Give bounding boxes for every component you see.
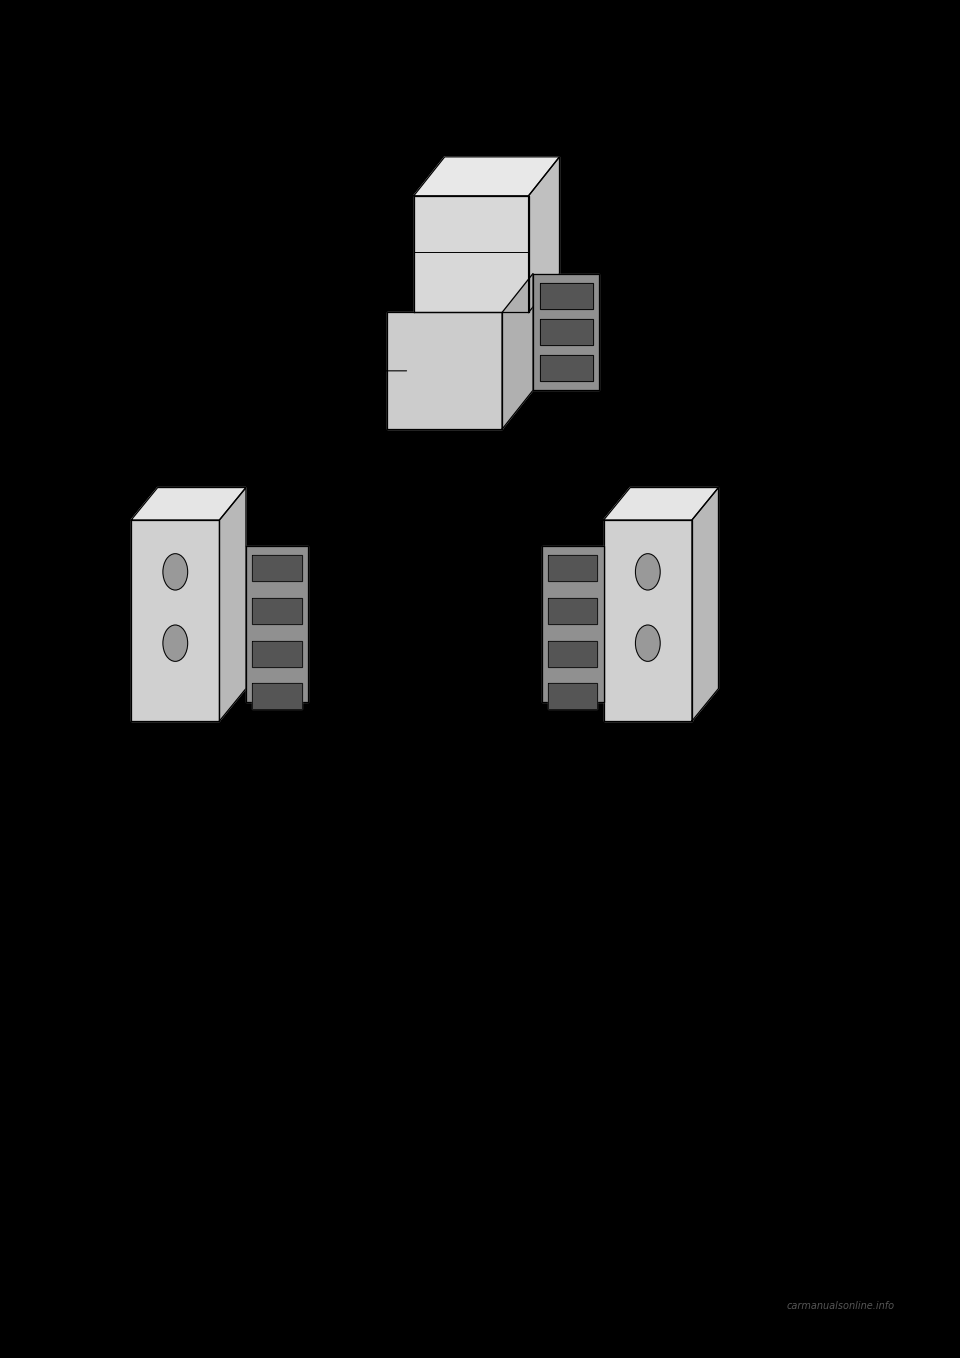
Text: Connector block 2: Connector block 2: [140, 490, 281, 504]
Text: C-121: C-121: [432, 561, 467, 574]
Text: C-119: C-119: [383, 646, 418, 660]
Text: C-117: C-117: [383, 561, 418, 574]
Text: C-122 (4-L): C-122 (4-L): [502, 1017, 573, 1027]
Text: Dash wiring harness and front wiring
harness (LH) combination: Dash wiring harness and front wiring har…: [193, 942, 403, 964]
Polygon shape: [604, 520, 692, 721]
Polygon shape: [220, 488, 246, 721]
Text: Dash wiring harness and front wiring
harness (LH) combination: Dash wiring harness and front wiring har…: [193, 869, 403, 891]
Text: C-124: C-124: [432, 690, 467, 703]
Polygon shape: [540, 319, 593, 345]
Text: Dash wiring harness and front door wiring
harness (RH) combination: Dash wiring harness and front door wirin…: [626, 1165, 866, 1186]
Polygon shape: [252, 598, 301, 623]
Text: Dash wiring harness and floor wiring
harness (RH) combination: Dash wiring harness and floor wiring har…: [626, 1090, 835, 1112]
Text: C-121 (22-L): C-121 (22-L): [502, 942, 581, 953]
Text: C-117 (22-L): C-117 (22-L): [74, 1090, 153, 1100]
Text: Dash wiring harness and floor wiring
harness (RH) combination: Dash wiring harness and floor wiring har…: [626, 1017, 835, 1039]
Polygon shape: [252, 555, 301, 581]
Polygon shape: [246, 546, 308, 702]
Text: Connector block 1: Connector block 1: [409, 182, 551, 197]
Text: 2-25: 2-25: [841, 64, 886, 81]
Text: C-115: C-115: [601, 235, 674, 293]
Text: C-118: C-118: [383, 604, 418, 618]
Text: C-116: C-116: [602, 345, 674, 368]
Circle shape: [636, 625, 660, 661]
Polygon shape: [132, 488, 246, 520]
Polygon shape: [132, 520, 220, 721]
Text: Dash wiring harness and front door wiring
harness (LH) combination: Dash wiring harness and front door wirin…: [626, 869, 866, 891]
Text: Dash wiring harness and floor wiring
harness (RH) combination: Dash wiring harness and floor wiring har…: [626, 942, 835, 964]
Text: Dash wiring harness and front wiring
harness (LH) combination: Dash wiring harness and front wiring har…: [193, 794, 403, 816]
Text: C-120: C-120: [383, 690, 418, 703]
Text: Dash wiring harness and floor wiring
harness (LH) combination: Dash wiring harness and floor wiring har…: [193, 1090, 402, 1112]
Text: 3610059: 3610059: [457, 452, 503, 463]
Text: C-123: C-123: [432, 646, 467, 660]
Text: C-113 (2-B): C-113 (2-B): [74, 794, 147, 805]
Text: 00006125: 00006125: [780, 751, 833, 760]
Polygon shape: [604, 488, 718, 520]
Polygon shape: [502, 273, 533, 429]
Text: carmanualsonline.info: carmanualsonline.info: [787, 1301, 895, 1310]
Circle shape: [163, 554, 187, 589]
Text: C-119 (22-GR): C-119 (22-GR): [502, 794, 592, 805]
Text: C-124 (32-B): C-124 (32-B): [502, 1165, 583, 1175]
Text: 3610017: 3610017: [673, 727, 719, 736]
Polygon shape: [387, 312, 502, 429]
Text: Dash wiring harness and floor wiring
harness (LH) combination: Dash wiring harness and floor wiring har…: [626, 794, 835, 816]
Polygon shape: [548, 683, 597, 709]
Polygon shape: [548, 598, 597, 623]
Polygon shape: [692, 488, 718, 721]
Polygon shape: [414, 156, 560, 196]
Polygon shape: [414, 196, 529, 312]
Text: C-123 (22-L): C-123 (22-L): [502, 1090, 582, 1100]
Text: 3610016: 3610016: [214, 727, 260, 736]
Text: Dash wiring harness and front wiring
harness (LH) combination: Dash wiring harness and front wiring har…: [193, 1017, 403, 1039]
Text: Connector block 3: Connector block 3: [604, 490, 745, 504]
Polygon shape: [529, 156, 560, 312]
Text: C-114 (8): C-114 (8): [74, 869, 133, 879]
Text: C-114: C-114: [273, 364, 407, 378]
Polygon shape: [533, 273, 599, 390]
Text: C-115 (10): C-115 (10): [74, 942, 141, 953]
Text: C-122: C-122: [432, 604, 467, 618]
Polygon shape: [252, 683, 301, 709]
Polygon shape: [548, 641, 597, 667]
Text: C-116 (22): C-116 (22): [74, 1017, 141, 1027]
Text: C-120 (32-B): C-120 (32-B): [502, 869, 583, 879]
Text: WIRING HARNESS CONFIGURATION DIAGRAMS: WIRING HARNESS CONFIGURATION DIAGRAMS: [220, 64, 652, 81]
Polygon shape: [541, 546, 604, 702]
Polygon shape: [540, 356, 593, 382]
Polygon shape: [252, 641, 301, 667]
Circle shape: [163, 625, 187, 661]
Circle shape: [636, 554, 660, 589]
Polygon shape: [548, 555, 597, 581]
Polygon shape: [540, 282, 593, 308]
Text: C-113: C-113: [281, 221, 411, 235]
Text: Dash wiring harness and floor wiring
harness (LH) combination: Dash wiring harness and floor wiring har…: [193, 1165, 402, 1186]
Text: C-118 (4-L): C-118 (4-L): [74, 1165, 145, 1175]
